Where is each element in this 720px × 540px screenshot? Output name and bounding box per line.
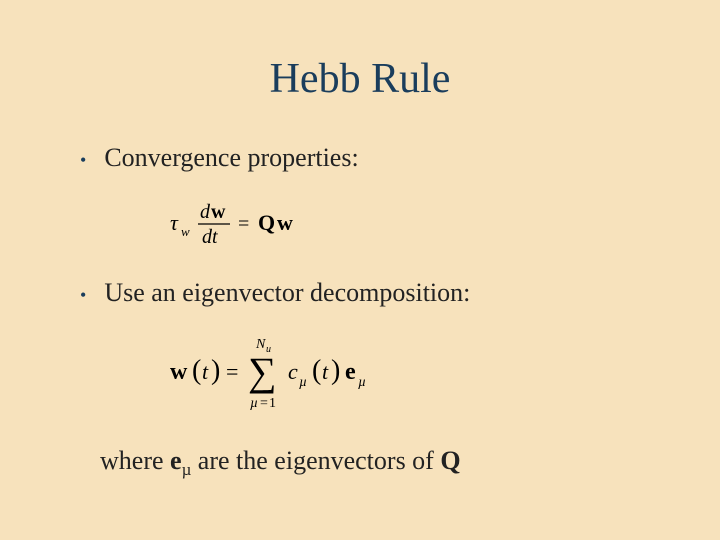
- svg-text:w: w: [181, 224, 190, 239]
- svg-text:w: w: [277, 210, 293, 235]
- svg-text:dt: dt: [202, 226, 218, 248]
- svg-text:µ: µ: [299, 375, 307, 390]
- slide-container: Hebb Rule • Convergence properties: τ w …: [0, 0, 720, 540]
- svg-text:w: w: [170, 359, 188, 385]
- bullet-dot-icon: •: [80, 282, 86, 308]
- svg-text:): ): [211, 355, 220, 386]
- svg-text:t: t: [202, 359, 209, 384]
- svg-text:∑: ∑: [248, 349, 277, 394]
- svg-text:(: (: [312, 355, 321, 386]
- slide-title: Hebb Rule: [60, 55, 660, 103]
- svg-text:1: 1: [269, 396, 276, 411]
- svg-text:e: e: [345, 359, 356, 385]
- equation-1: τ w d w dt = Q w: [170, 198, 660, 248]
- math-svg-icon: τ w d w dt = Q w: [170, 198, 340, 248]
- math-svg-icon: w ( t ) = N u ∑ µ = 1 c µ ( t ) e µ: [170, 333, 430, 411]
- svg-text:=: =: [260, 396, 268, 411]
- closing-line: where eµ are the eigenvectors of Q: [100, 446, 660, 480]
- svg-text:µ: µ: [358, 375, 366, 390]
- bullet-item: • Use an eigenvector decomposition:: [80, 278, 660, 308]
- closing-text: where: [100, 446, 170, 475]
- svg-text:µ: µ: [250, 396, 258, 411]
- closing-matrix: Q: [440, 446, 460, 475]
- svg-text:): ): [331, 355, 340, 386]
- svg-text:=: =: [226, 359, 238, 384]
- svg-text:(: (: [192, 355, 201, 386]
- bullet-item: • Convergence properties:: [80, 143, 660, 173]
- closing-subscript: µ: [182, 460, 192, 479]
- bullet-text: Use an eigenvector decomposition:: [104, 278, 470, 308]
- svg-text:t: t: [322, 359, 329, 384]
- svg-text:w: w: [211, 201, 226, 223]
- svg-text:=: =: [238, 213, 249, 235]
- bullet-text: Convergence properties:: [104, 143, 358, 173]
- svg-text:d: d: [200, 201, 211, 223]
- closing-text: are the eigenvectors of: [191, 446, 440, 475]
- equation-2: w ( t ) = N u ∑ µ = 1 c µ ( t ) e µ: [170, 333, 660, 411]
- bullet-dot-icon: •: [80, 147, 86, 173]
- svg-text:Q: Q: [258, 210, 275, 235]
- svg-text:c: c: [288, 359, 298, 384]
- closing-vector: e: [170, 446, 182, 475]
- svg-text:τ: τ: [170, 210, 179, 235]
